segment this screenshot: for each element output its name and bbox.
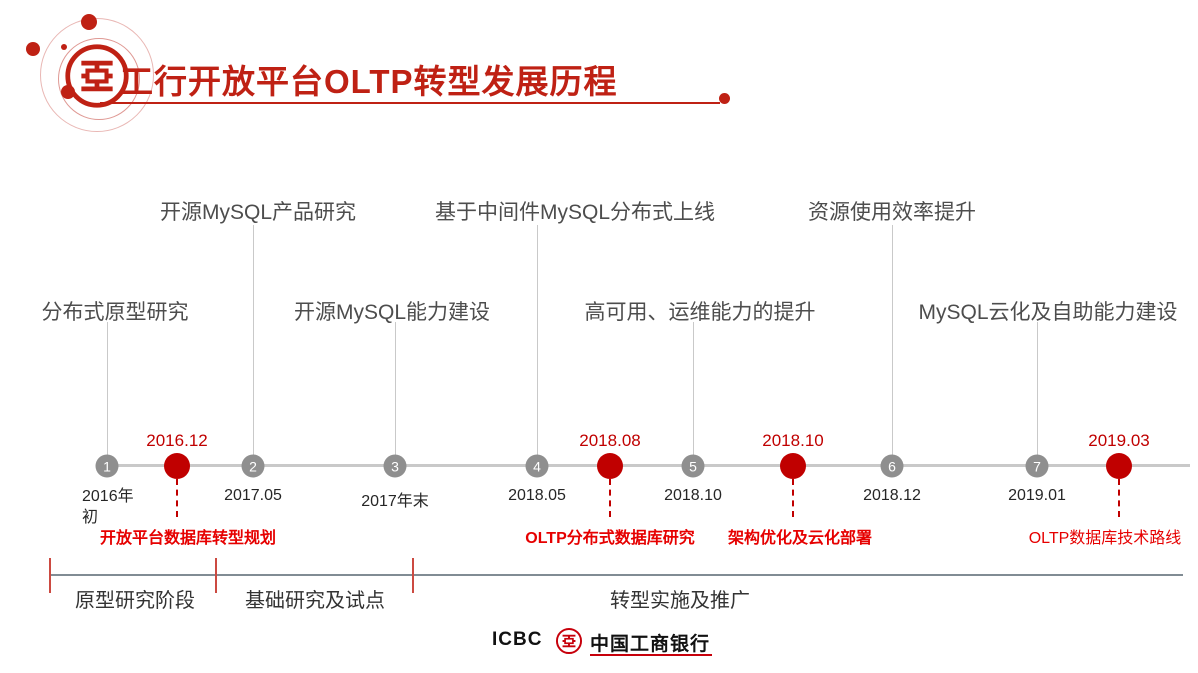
node-number: 4 (533, 458, 541, 474)
milestone-connector (537, 225, 538, 464)
node-date: 2018.05 (508, 487, 566, 504)
milestone-connector (693, 322, 694, 464)
milestone-label: 高可用、运维能力的提升 (584, 301, 816, 324)
highlight-date: 2018.08 (579, 431, 641, 450)
page-title: 工行开放平台OLTP转型发展历程 (120, 63, 618, 100)
timeline-highlight-dot (1106, 453, 1132, 479)
timeline-node-5: 5 (681, 454, 705, 478)
highlight-date: 2016.12 (146, 431, 208, 450)
title-underline (100, 102, 720, 104)
deco-dot (81, 14, 97, 30)
node-date: 2019.01 (1008, 487, 1066, 504)
milestone-connector (1037, 322, 1038, 464)
node-number: 7 (1033, 458, 1041, 474)
node-date: 2018.10 (664, 487, 722, 504)
node-date: 2017年末 (361, 493, 429, 510)
deco-orbit-outer (40, 18, 154, 132)
phase-tick (49, 558, 51, 593)
node-number: 1 (103, 458, 111, 474)
highlight-dash-line (609, 479, 611, 517)
icbc-logo-icon (555, 627, 583, 655)
milestone-label: 资源使用效率提升 (808, 201, 976, 224)
phase-bracket-line (50, 574, 1183, 576)
timeline-node-6: 6 (880, 454, 904, 478)
highlight-dash-line (1118, 479, 1120, 517)
highlight-annotation: OLTP分布式数据库研究 (525, 530, 695, 547)
timeline-node-4: 4 (525, 454, 549, 478)
node-number: 5 (689, 458, 697, 474)
timeline-node-3: 3 (383, 454, 407, 478)
highlight-date: 2018.10 (762, 431, 824, 450)
milestone-connector (253, 225, 254, 464)
highlight-dash-line (792, 479, 794, 517)
highlight-annotation: 架构优化及云化部署 (727, 530, 873, 547)
node-number: 3 (391, 458, 399, 474)
deco-dot (26, 42, 40, 56)
phase-tick (412, 558, 414, 593)
milestone-label: MySQL云化及自助能力建设 (918, 301, 1178, 324)
phase-label: 基础研究及试点 (245, 590, 385, 612)
milestone-label: 分布式原型研究 (41, 301, 189, 324)
highlight-annotation: OLTP数据库技术路线 (1028, 530, 1182, 547)
node-date: 2018.12 (863, 487, 921, 504)
milestone-connector (892, 225, 893, 464)
highlight-annotation: 开放平台数据库转型规划 (99, 530, 277, 547)
footer-brand-cn: 中国工商银行 (590, 634, 711, 655)
milestone-connector (107, 322, 108, 464)
node-number: 2 (249, 458, 257, 474)
deco-orbit-inner (58, 38, 140, 120)
node-date: 2017.05 (224, 487, 282, 504)
phase-label: 原型研究阶段 (75, 590, 195, 612)
milestone-label: 基于中间件MySQL分布式上线 (434, 201, 716, 224)
phase-label: 转型实施及推广 (610, 590, 750, 612)
timeline-node-2: 2 (241, 454, 265, 478)
node-number: 6 (888, 458, 896, 474)
milestone-label: 开源MySQL产品研究 (159, 201, 357, 224)
phase-tick (215, 558, 217, 593)
node-date: 2016年 初 (82, 488, 134, 526)
highlight-date: 2019.03 (1088, 431, 1150, 450)
timeline-highlight-dot (597, 453, 623, 479)
highlight-dash-line (176, 479, 178, 517)
milestone-connector (395, 322, 396, 464)
timeline-highlight-dot (780, 453, 806, 479)
deco-dot (61, 44, 67, 50)
footer-brand-latin: ICBC (492, 629, 543, 650)
timeline-highlight-dot (164, 453, 190, 479)
title-end-dot (719, 93, 730, 104)
footer-brand-underline (590, 654, 712, 656)
timeline-node-1: 1 (95, 454, 119, 478)
milestone-label: 开源MySQL能力建设 (293, 301, 491, 324)
timeline-node-7: 7 (1025, 454, 1049, 478)
timeline-axis (107, 464, 1190, 467)
